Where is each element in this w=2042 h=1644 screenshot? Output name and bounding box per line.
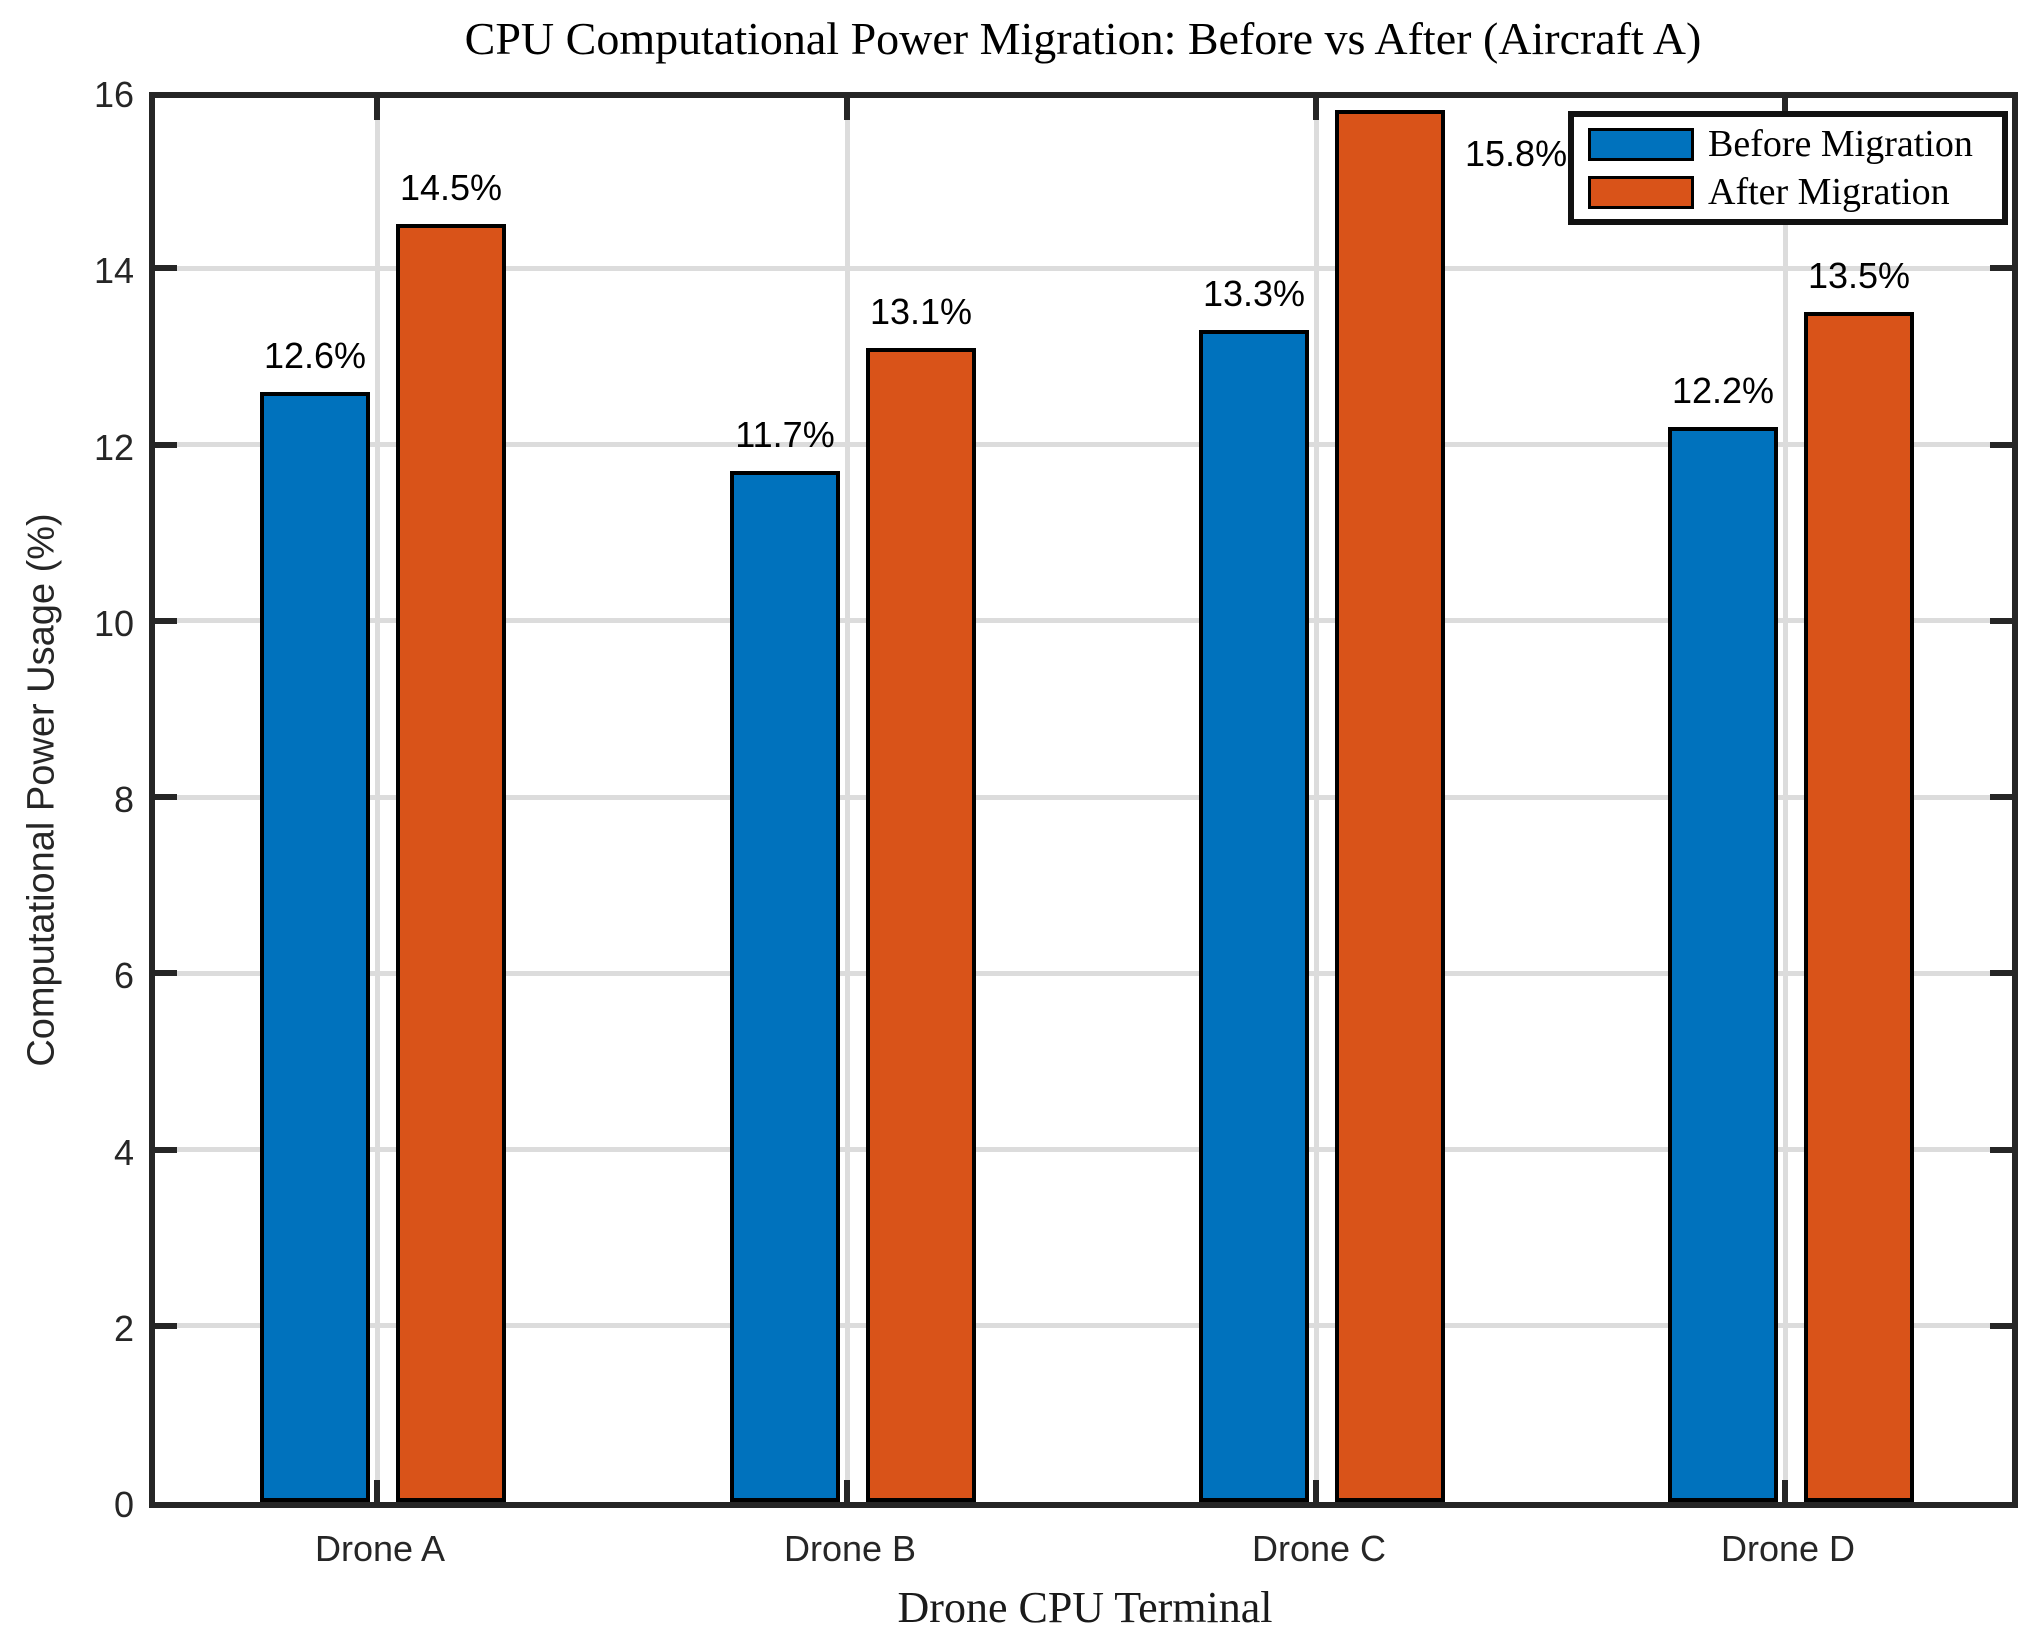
bar-before-migration-drone-d <box>1668 426 1778 1502</box>
y-tick-left <box>155 1146 177 1153</box>
legend-label-before-migration: Before Migration <box>1708 123 1973 165</box>
legend: Before Migration After Migration <box>1568 111 2008 225</box>
bar-after-migration-drone-b <box>866 347 976 1502</box>
x-tick-label-drone-d: Drone D <box>1720 1528 1856 1569</box>
y-tick-label: 14 <box>93 250 134 292</box>
bar-after-migration-drone-c <box>1335 109 1445 1502</box>
y-tick-left <box>155 970 177 977</box>
y-tick-right <box>1990 1322 2012 1329</box>
y-tick-right <box>1990 441 2012 448</box>
legend-item-after-migration: After Migration <box>1588 172 2002 212</box>
plot-area: 12.6% 11.7% 13.3% 12.2% 14.5% 13.1% 15.8% 13.5% <box>149 92 2018 1508</box>
legend-swatch-before-migration <box>1588 127 1694 161</box>
x-gridline <box>844 98 850 1502</box>
x-gridline <box>374 98 380 1502</box>
x-tick-label-drone-c: Drone C <box>1251 1528 1387 1569</box>
y-tick-right <box>1990 794 2012 800</box>
y-gridline <box>155 265 2012 271</box>
y-gridline <box>155 1147 2012 1152</box>
chart-title: CPU Computational Power Migration: Befor… <box>464 13 1702 64</box>
y-gridline <box>155 970 2012 976</box>
y-axis-label: Computational Power Usage (%) <box>20 513 63 1067</box>
value-label-drone-b-0: 11.7% <box>735 413 835 455</box>
y-tick-left <box>155 794 177 800</box>
legend-swatch-after-migration <box>1588 175 1694 209</box>
bar-before-migration-drone-b <box>730 470 840 1502</box>
x-tick-top <box>1782 98 1788 120</box>
bar-after-migration-drone-d <box>1804 312 1914 1502</box>
y-tick-right <box>1990 1146 2012 1153</box>
y-tick-label: 12 <box>93 426 134 468</box>
x-gridline <box>1782 98 1788 1502</box>
y-tick-right <box>1990 265 2012 272</box>
y-tick-label: 16 <box>93 74 134 115</box>
bar-after-migration-drone-a <box>396 224 506 1502</box>
bar-before-migration-drone-a <box>260 391 370 1502</box>
y-tick-label: 0 <box>113 1484 134 1525</box>
y-tick-left <box>155 265 177 272</box>
y-tick-left <box>155 1322 177 1329</box>
x-tick-top <box>374 98 380 120</box>
x-tick-top <box>1313 98 1319 120</box>
y-tick-label: 10 <box>93 602 134 644</box>
y-tick-label: 2 <box>113 1307 134 1349</box>
x-tick-bottom <box>1313 1480 1319 1502</box>
x-tick-bottom <box>1782 1480 1788 1502</box>
bar-before-migration-drone-c <box>1199 329 1309 1502</box>
x-tick-bottom <box>844 1480 850 1502</box>
x-axis-label: Drone CPU Terminal <box>897 1583 1273 1632</box>
y-tick-label: 4 <box>113 1131 134 1173</box>
value-label-drone-c-0: 13.3% <box>1202 272 1306 314</box>
legend-item-before-migration: Before Migration <box>1588 124 2002 164</box>
y-gridline <box>155 1323 2012 1329</box>
y-tick-right <box>1990 970 2012 977</box>
x-tick-label-drone-a: Drone A <box>314 1528 446 1569</box>
y-tick-label: 8 <box>113 779 134 820</box>
y-gridline <box>155 442 2012 447</box>
value-label-drone-a-1: 14.5% <box>399 167 503 209</box>
value-label-drone-d-1: 13.5% <box>1807 255 1911 297</box>
value-label-drone-c-1: 15.8% <box>1465 132 1568 174</box>
value-label-drone-d-0: 12.2% <box>1671 369 1775 411</box>
y-gridline <box>155 794 2012 800</box>
value-label-drone-b-1: 13.1% <box>869 290 973 332</box>
x-gridline <box>1313 98 1319 1502</box>
y-gridline <box>155 618 2012 624</box>
legend-label-after-migration: After Migration <box>1708 171 1950 213</box>
x-tick-top <box>844 98 850 120</box>
value-label-drone-a-0: 12.6% <box>263 334 367 376</box>
x-tick-bottom <box>374 1480 380 1502</box>
x-tick-label-drone-b: Drone B <box>783 1528 917 1569</box>
y-tick-right <box>1990 617 2012 624</box>
y-tick-left <box>155 441 177 448</box>
y-tick-label: 6 <box>113 955 134 997</box>
y-tick-left <box>155 617 177 624</box>
